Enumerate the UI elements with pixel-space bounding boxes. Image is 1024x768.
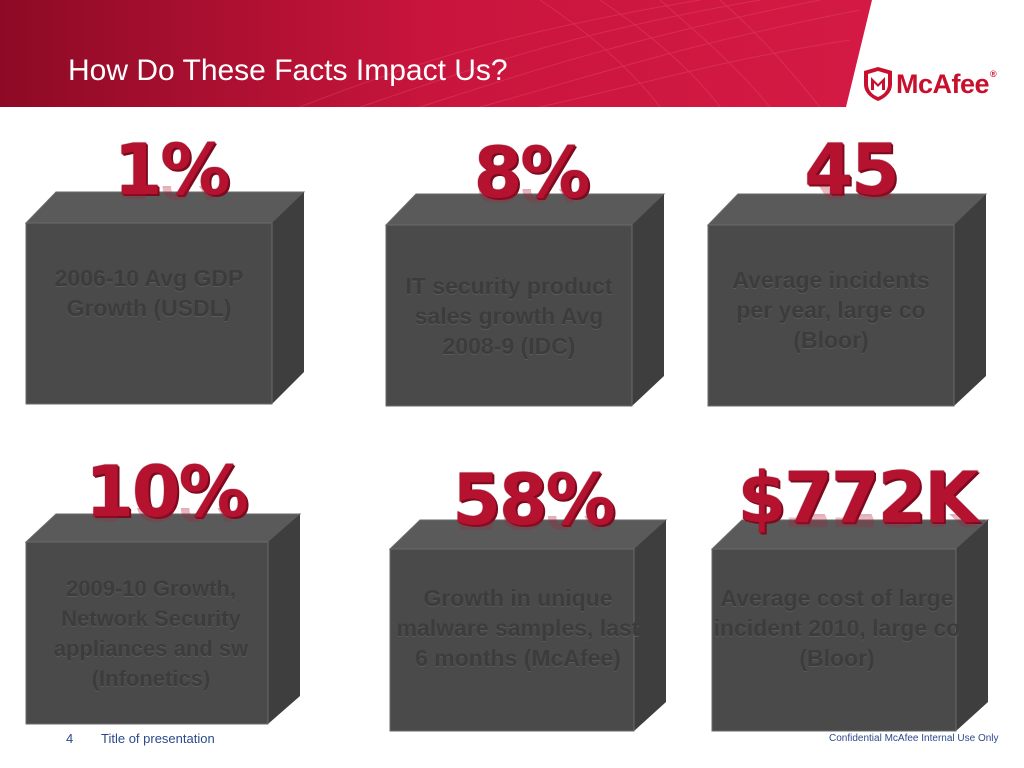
presentation-title: Title of presentation bbox=[101, 731, 215, 746]
cube-graphic bbox=[710, 519, 990, 732]
fact-stat-incidents: 45 45 bbox=[766, 130, 936, 212]
cube-graphic bbox=[706, 193, 988, 407]
fact-stat-it-security: 8% 8% bbox=[446, 133, 616, 215]
stat-value: $772K bbox=[737, 457, 978, 539]
fact-stat-malware: 58% 58% bbox=[438, 460, 628, 542]
stat-reflection: 45 bbox=[766, 186, 936, 212]
fact-label: Growth in unique malware samples, last 6… bbox=[396, 585, 640, 671]
stat-reflection: 1% bbox=[86, 186, 256, 212]
fact-label: 2006-10 Avg GDP Growth (USDL) bbox=[54, 265, 244, 321]
stat-value: 10% bbox=[85, 451, 249, 533]
fact-stat-incident-cost: $772K $772K bbox=[732, 458, 982, 540]
fact-label: IT security product sales growth Avg 200… bbox=[405, 272, 613, 359]
fact-label: 2009-10 Growth, Network Security applian… bbox=[53, 576, 249, 691]
stat-value: 1% bbox=[113, 129, 231, 211]
registered-mark: ® bbox=[990, 69, 997, 79]
fact-stat-gdp: 1% 1% bbox=[86, 130, 256, 212]
mcafee-logo: McAfee® bbox=[862, 64, 1002, 104]
stat-value: 58% bbox=[452, 459, 616, 541]
stat-reflection: 10% bbox=[66, 508, 266, 534]
stat-value: 8% bbox=[473, 132, 591, 214]
stat-reflection: $772K bbox=[732, 514, 982, 540]
confidentiality-notice: Confidential McAfee Internal Use Only bbox=[829, 733, 999, 744]
cube-graphic bbox=[388, 519, 668, 732]
mcafee-shield-icon bbox=[864, 67, 892, 101]
fact-label: Average cost of large incident 2010, lar… bbox=[713, 585, 961, 671]
stat-value: 45 bbox=[804, 129, 899, 211]
page-number: 4 bbox=[66, 731, 74, 746]
cube-graphic bbox=[24, 513, 302, 725]
banner-graphic bbox=[0, 0, 872, 107]
page-title: How Do These Facts Impact Us? bbox=[68, 54, 508, 87]
fact-stat-network-security: 10% 10% bbox=[66, 452, 266, 534]
fact-label: Average incidents per year, large co (Bl… bbox=[732, 267, 930, 353]
brand-name: McAfee bbox=[896, 69, 990, 99]
cube-graphic bbox=[24, 191, 306, 405]
stat-reflection: 8% bbox=[446, 189, 616, 215]
stat-reflection: 58% bbox=[438, 516, 628, 542]
header-banner: How Do These Facts Impact Us? McAfee® bbox=[0, 0, 1024, 107]
mcafee-wordmark: McAfee® bbox=[896, 69, 997, 100]
cube-graphic bbox=[384, 193, 666, 407]
